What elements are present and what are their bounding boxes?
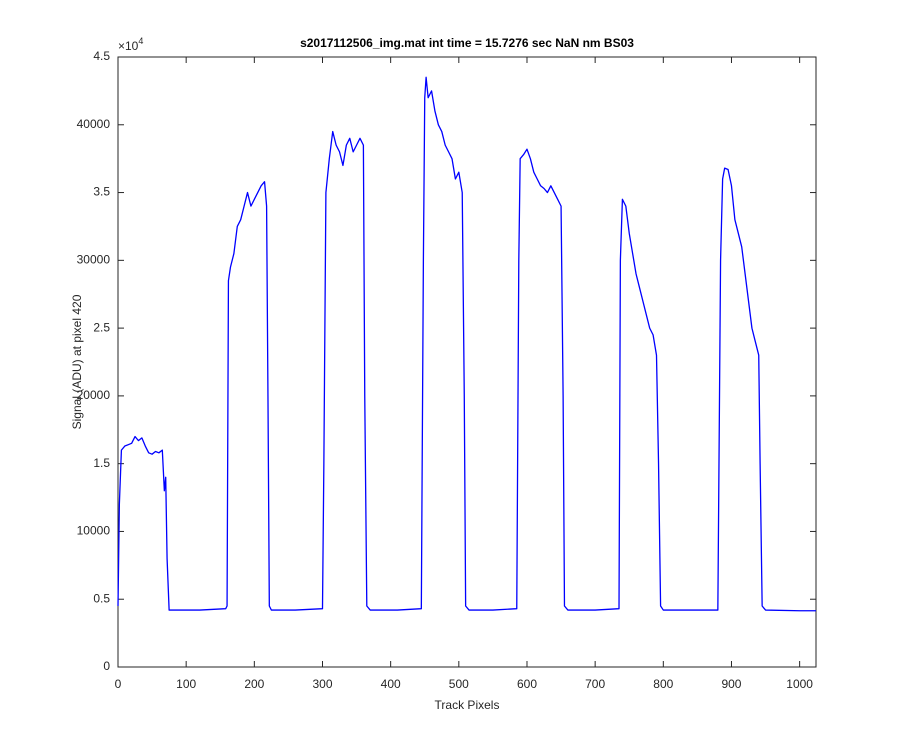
x-tick-label: 300 — [312, 677, 332, 691]
y-tick-label: 1.5 — [93, 456, 110, 470]
y-multiplier-exponent: 4 — [138, 36, 143, 46]
chart-title: s2017112506_img.mat int time = 15.7276 s… — [300, 36, 634, 50]
y-tick-label: 20000 — [77, 388, 111, 402]
x-tick-label: 100 — [176, 677, 196, 691]
data-line — [117, 76, 816, 612]
y-tick-label: 4.5 — [93, 49, 110, 63]
y-tick-label: 30000 — [77, 253, 111, 267]
x-tick-label: 400 — [381, 677, 401, 691]
x-tick-label: 800 — [653, 677, 673, 691]
y-tick-label: 0 — [103, 659, 110, 673]
x-axis-label: Track Pixels — [435, 698, 500, 712]
y-tick-label: 10000 — [77, 524, 111, 538]
x-tick-label: 600 — [517, 677, 537, 691]
x-tick-label: 200 — [244, 677, 264, 691]
plot-area — [117, 56, 817, 668]
x-tick-label: 900 — [721, 677, 741, 691]
y-tick-label: 0.5 — [93, 591, 110, 605]
y-tick-label: 2.5 — [93, 320, 110, 334]
x-tick-label: 700 — [585, 677, 605, 691]
y-multiplier-base: ×10 — [118, 39, 139, 53]
y-multiplier: ×104 — [118, 36, 143, 53]
x-tick-label: 1000 — [786, 677, 813, 691]
y-tick-label: 3.5 — [93, 185, 110, 199]
x-tick-label: 0 — [115, 677, 122, 691]
x-tick-label: 500 — [449, 677, 469, 691]
y-tick-label: 40000 — [77, 117, 111, 131]
y-axis-label: Signal (ADU) at pixel 420 — [70, 294, 84, 429]
